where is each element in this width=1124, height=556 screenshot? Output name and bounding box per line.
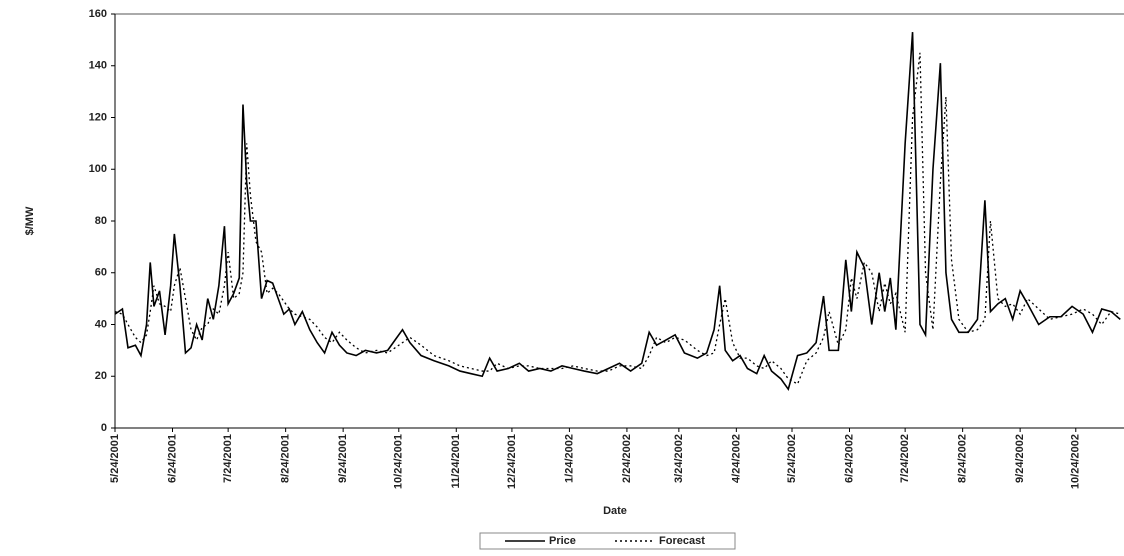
x-tick-label: 11/24/2001 <box>450 434 462 488</box>
x-tick-label: 8/24/2001 <box>280 434 292 483</box>
y-tick-label: 80 <box>95 215 107 227</box>
line-series <box>114 52 1121 385</box>
x-axis-title: Date <box>603 505 627 517</box>
y-axis-title: $/MW <box>24 206 36 235</box>
x-tick-label: 3/24/2002 <box>673 434 685 483</box>
x-tick-label: 5/24/2001 <box>109 434 121 483</box>
y-tick-label: 160 <box>89 8 107 20</box>
x-tick-label: 10/24/2001 <box>393 434 405 489</box>
y-tick-label: 140 <box>89 60 107 72</box>
x-tick-label: 5/24/2002 <box>786 434 798 483</box>
legend-label: Forecast <box>659 535 705 547</box>
x-tick-label: 6/24/2002 <box>843 434 855 483</box>
y-tick-label: 100 <box>89 163 107 175</box>
y-tick-label: 60 <box>95 267 107 279</box>
line-series <box>114 32 1121 392</box>
x-tick-label: 2/24/2002 <box>621 434 633 483</box>
x-tick-label: 6/24/2001 <box>166 434 178 483</box>
x-tick-label: 4/24/2002 <box>730 434 742 483</box>
x-tick-label: 7/24/2001 <box>222 434 234 483</box>
x-tick-label: 1/24/2002 <box>563 434 575 483</box>
x-tick-label: 9/24/2002 <box>1014 434 1026 483</box>
x-tick-label: 12/24/2001 <box>506 434 518 489</box>
x-tick-label: 10/24/2002 <box>1070 434 1082 489</box>
y-tick-label: 20 <box>95 370 107 382</box>
x-tick-label: 7/24/2002 <box>899 434 911 483</box>
legend-label: Price <box>549 535 576 547</box>
x-tick-label: 8/24/2002 <box>957 434 969 483</box>
y-tick-label: 40 <box>95 318 107 330</box>
x-tick-label: 9/24/2001 <box>337 434 349 483</box>
y-tick-label: 0 <box>101 422 107 434</box>
y-tick-label: 120 <box>89 111 107 123</box>
legend-box <box>479 532 736 550</box>
